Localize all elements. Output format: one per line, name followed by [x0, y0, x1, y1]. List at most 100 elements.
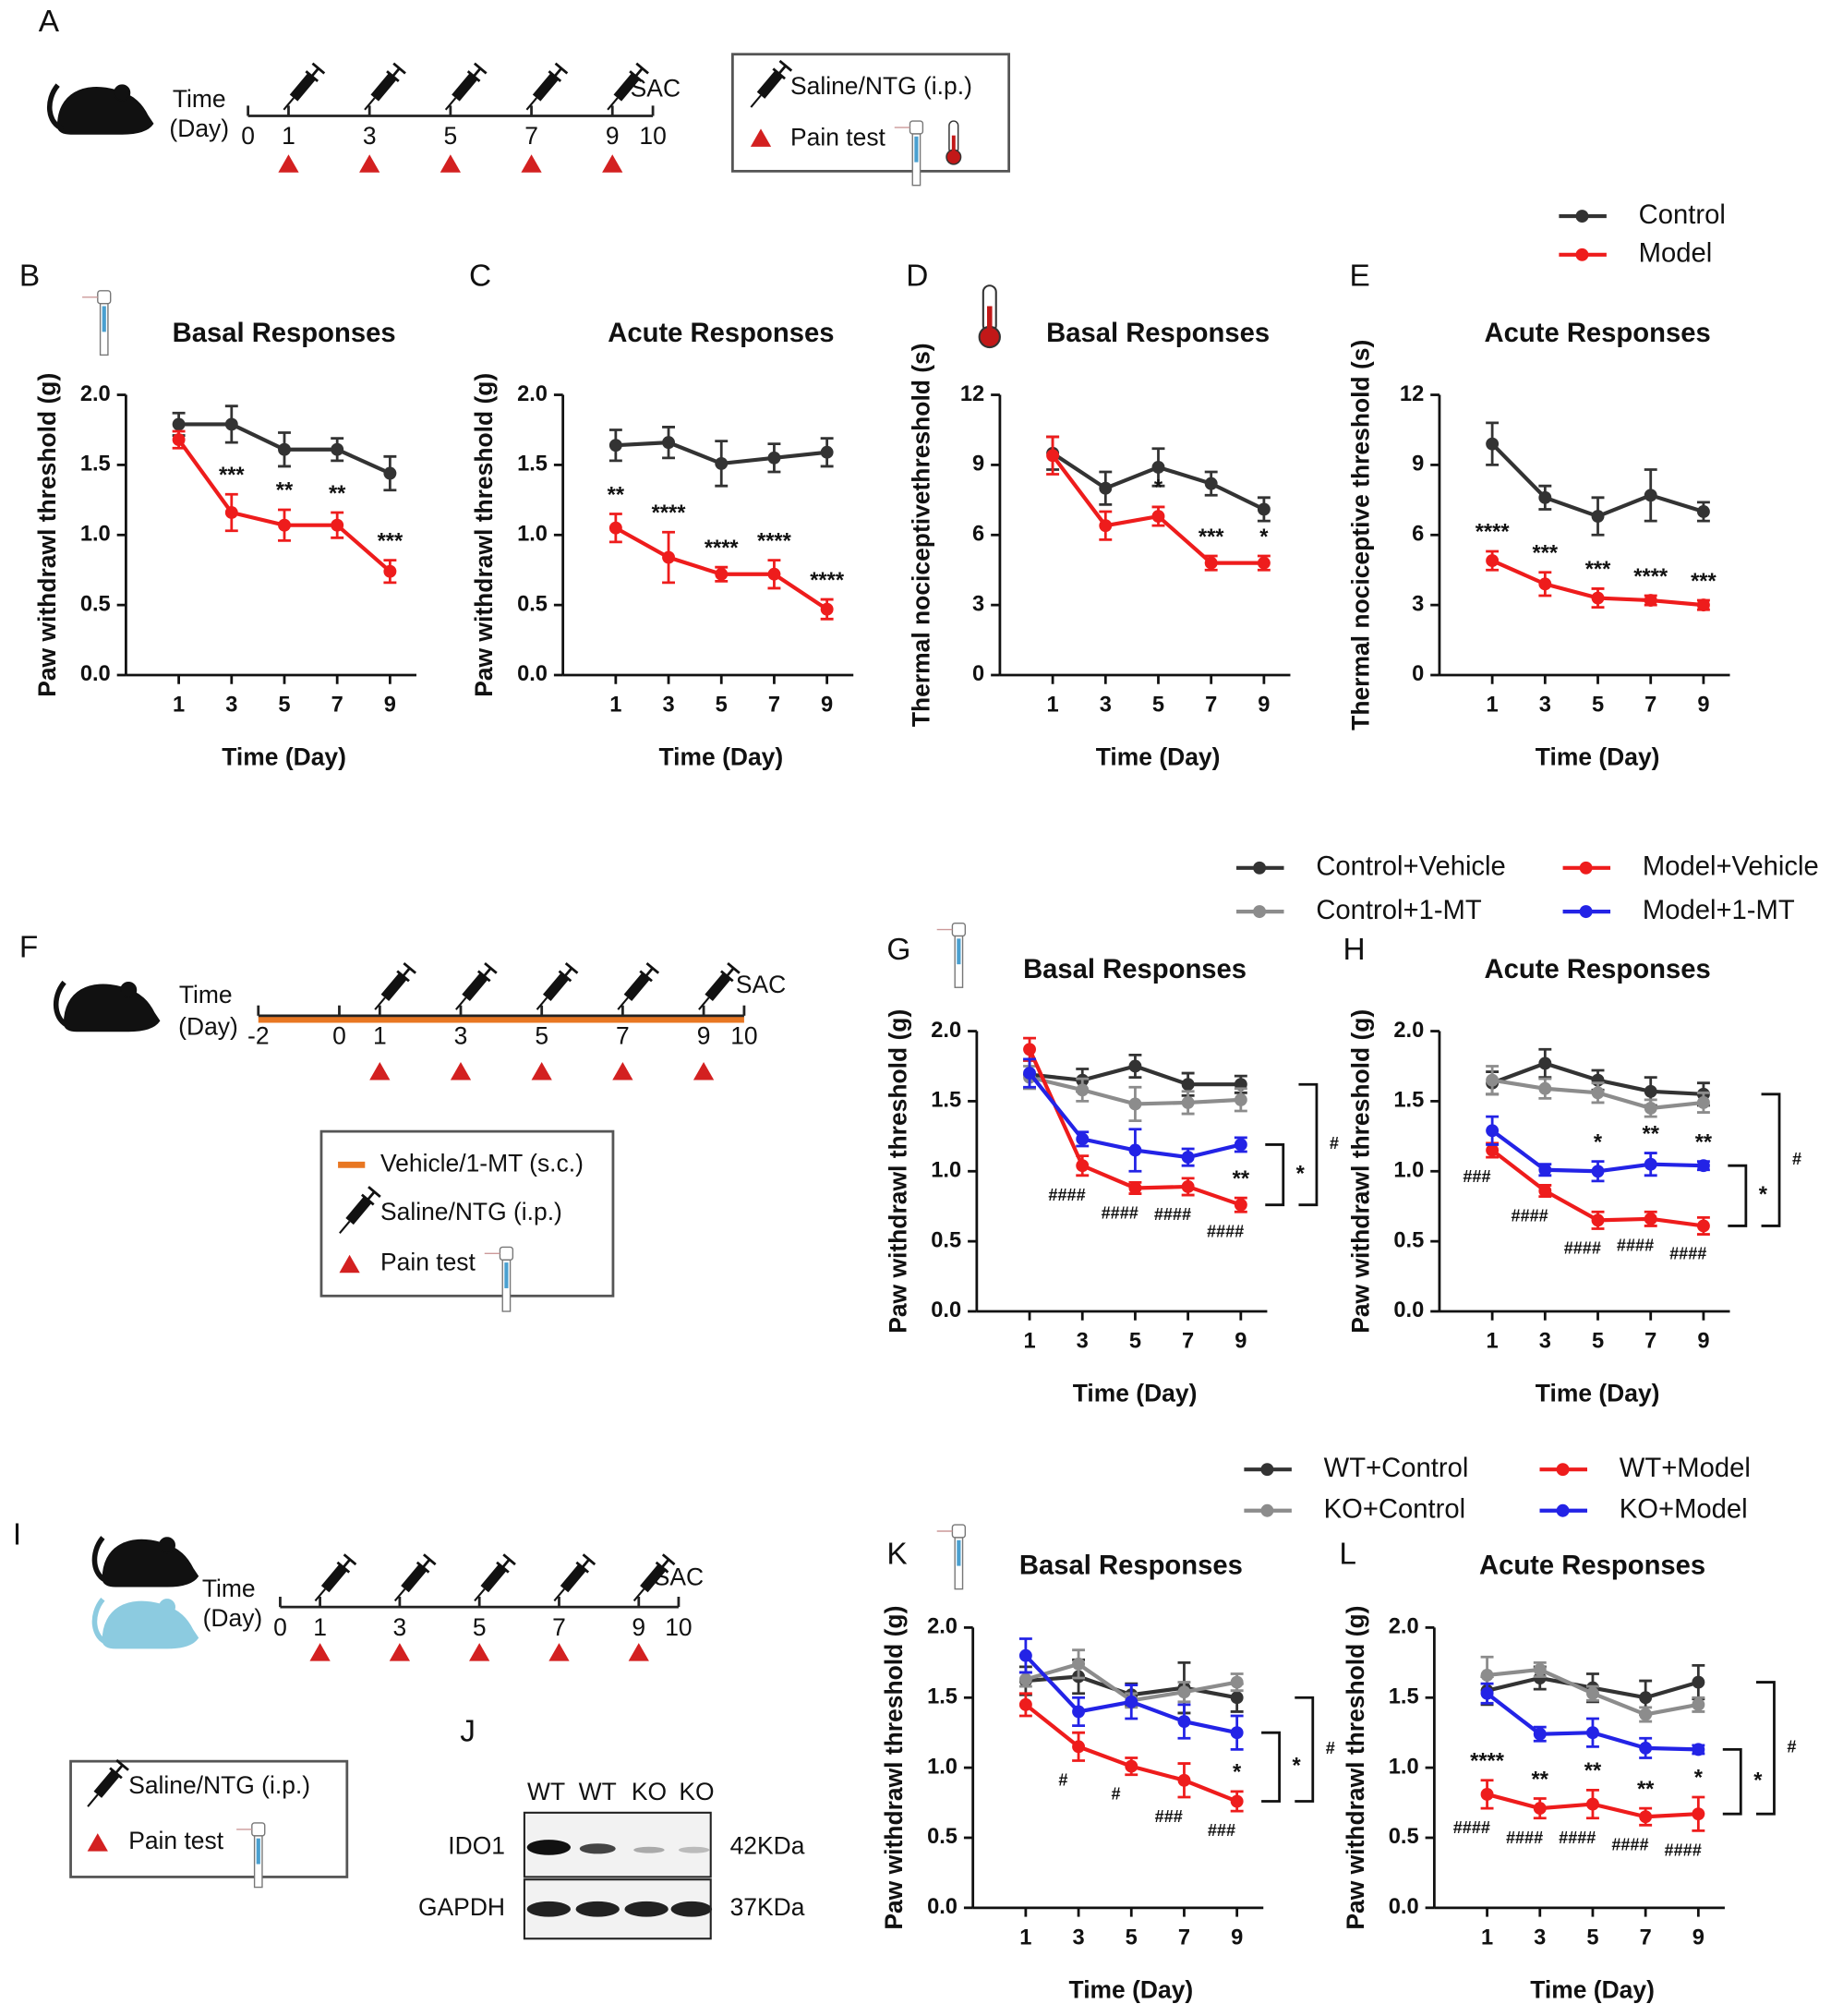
- y-tick-label: 1.0: [1393, 1159, 1424, 1183]
- y-tick-label: 2.0: [80, 382, 111, 406]
- test-triangle: [309, 1643, 331, 1661]
- point: [1230, 1691, 1244, 1705]
- y-tick-label: 0.5: [517, 592, 548, 616]
- point: [1177, 1773, 1191, 1787]
- panel-letter: J: [460, 1714, 476, 1748]
- syringe: [357, 62, 407, 116]
- point: [1125, 1695, 1138, 1708]
- timeline-tick-label: 0: [332, 1021, 346, 1049]
- test-triangle: [469, 1643, 490, 1661]
- hash-label: ####: [1102, 1204, 1138, 1223]
- lane-label: KO: [679, 1778, 714, 1805]
- point: [1639, 1810, 1653, 1824]
- hash-label: ####: [1617, 1236, 1654, 1254]
- legend-text: Control+1-MT: [1316, 896, 1482, 925]
- x-tick-label: 3: [1539, 694, 1551, 718]
- y-axis-label: Paw withdrawl threshold (g): [1342, 1606, 1369, 1930]
- chart-title: Basal Responses: [1023, 955, 1247, 984]
- test-triangle: [359, 154, 380, 173]
- x-tick-label: 9: [1697, 1330, 1709, 1354]
- point: [1585, 1797, 1599, 1811]
- significance-label: ****: [757, 529, 792, 553]
- legend-text: WT+Model: [1620, 1454, 1751, 1483]
- point: [1046, 449, 1060, 463]
- x-tick-label: 7: [1182, 1330, 1194, 1354]
- point: [1257, 502, 1271, 516]
- y-tick-label: 0.5: [931, 1228, 961, 1252]
- legend-text: KO+Model: [1620, 1494, 1748, 1524]
- legend-text: Vehicle/1-MT (s.c.): [380, 1149, 584, 1177]
- syringe: [438, 62, 488, 116]
- y-tick-label: 0: [1412, 662, 1424, 686]
- y-tick-label: 9: [972, 453, 984, 477]
- y-tick-label: 2.0: [1393, 1019, 1424, 1043]
- panel-letter: G: [886, 933, 910, 967]
- point: [1181, 1095, 1195, 1109]
- test-triangle: [369, 1061, 391, 1080]
- y-tick-label: 1.5: [517, 453, 548, 477]
- point: [820, 445, 834, 459]
- point: [1486, 1124, 1500, 1138]
- hash-label: ####: [1512, 1207, 1548, 1225]
- comparison-bracket: [1728, 1164, 1748, 1227]
- x-tick-label: 5: [1592, 1330, 1604, 1354]
- y-tick-label: 2.0: [927, 1615, 958, 1639]
- y-tick-label: 1.5: [80, 453, 111, 477]
- legend-text: Control+Vehicle: [1316, 852, 1505, 882]
- point: [1644, 489, 1657, 502]
- test-triangle: [628, 1643, 649, 1661]
- x-tick-label: 3: [1534, 1925, 1546, 1950]
- significance-label: *: [1259, 525, 1269, 549]
- legend-text: Pain test: [380, 1248, 476, 1275]
- point: [172, 417, 186, 431]
- timeline-tick-label: 3: [454, 1021, 468, 1049]
- day-label: (Day): [203, 1604, 263, 1632]
- timeline-tick-label: 5: [473, 1613, 487, 1641]
- hash-label: ####: [1669, 1245, 1706, 1263]
- x-tick-label: 9: [1697, 694, 1709, 718]
- hash-label: #: [1112, 1785, 1121, 1804]
- legend-text: Saline/NTG (i.p.): [790, 72, 972, 100]
- hash-label: ####: [1564, 1239, 1601, 1258]
- point: [1644, 1212, 1657, 1225]
- point: [331, 442, 344, 456]
- syringe: [307, 1552, 357, 1608]
- point: [1018, 1697, 1032, 1711]
- syringe: [519, 62, 569, 116]
- point: [1023, 1043, 1037, 1056]
- x-tick-label: 5: [1592, 694, 1604, 718]
- point: [662, 436, 676, 450]
- timeline-tick-label: 0: [273, 1613, 287, 1641]
- y-tick-label: 1.5: [1393, 1089, 1424, 1113]
- point: [1151, 510, 1165, 524]
- significance-label: ***: [1533, 541, 1559, 565]
- syringe-icon: [332, 1185, 382, 1240]
- timeline-tick-label: 5: [535, 1021, 548, 1049]
- legend-marker: [1253, 905, 1267, 919]
- point: [1696, 1159, 1710, 1173]
- point: [1151, 460, 1165, 474]
- x-tick-label: 1: [1487, 694, 1499, 718]
- vonfrey-icon: [936, 1524, 967, 1590]
- point: [1538, 1081, 1552, 1095]
- legend-marker: [1556, 1463, 1570, 1477]
- y-tick-label: 3: [1412, 592, 1424, 616]
- point: [820, 602, 834, 616]
- x-tick-label: 7: [1640, 1925, 1652, 1950]
- point: [1018, 1672, 1032, 1686]
- test-triangle: [440, 154, 461, 173]
- point: [1696, 1095, 1710, 1109]
- point: [1591, 1086, 1605, 1100]
- x-tick-label: 7: [1178, 1925, 1190, 1950]
- point: [1696, 598, 1710, 612]
- panel-letter: L: [1339, 1537, 1356, 1571]
- test-triangle: [612, 1061, 633, 1080]
- panel-letter: B: [19, 260, 40, 294]
- test-triangle: [450, 1061, 472, 1080]
- comparison-label: *: [1293, 1755, 1302, 1779]
- hash-label: ####: [1611, 1835, 1648, 1853]
- x-axis-label: Time (Day): [1536, 742, 1660, 770]
- point: [1204, 477, 1218, 490]
- x-tick-label: 1: [1487, 1330, 1499, 1354]
- x-tick-label: 1: [1481, 1925, 1493, 1950]
